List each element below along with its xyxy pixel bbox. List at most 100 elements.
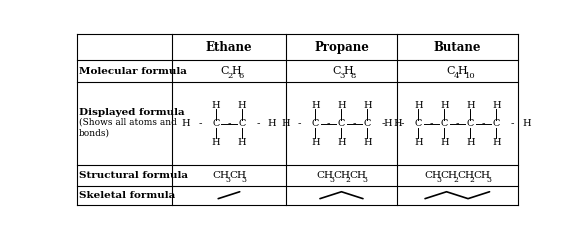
Text: |: | xyxy=(495,110,498,120)
Text: |: | xyxy=(469,128,472,138)
Text: -: - xyxy=(256,119,260,128)
Text: 8: 8 xyxy=(351,72,356,80)
Text: C: C xyxy=(212,119,220,128)
Text: |: | xyxy=(469,110,472,120)
Text: H: H xyxy=(181,119,190,128)
Text: CH: CH xyxy=(457,171,475,180)
Text: -: - xyxy=(429,119,433,128)
Text: H: H xyxy=(344,66,354,76)
Text: |: | xyxy=(417,110,420,120)
Text: H: H xyxy=(458,66,467,76)
Text: C: C xyxy=(492,119,500,128)
Text: CH: CH xyxy=(229,171,246,180)
Text: C: C xyxy=(440,119,448,128)
Text: H: H xyxy=(363,101,372,110)
Text: 3: 3 xyxy=(487,176,491,184)
Text: H: H xyxy=(311,101,320,110)
Text: H: H xyxy=(268,119,276,128)
Text: CH: CH xyxy=(333,171,350,180)
Text: Displayed formula: Displayed formula xyxy=(79,109,184,118)
Text: H: H xyxy=(337,138,346,147)
Text: 3: 3 xyxy=(225,176,230,184)
Text: 6: 6 xyxy=(238,72,243,80)
Text: |: | xyxy=(240,110,243,120)
Text: |: | xyxy=(314,110,317,120)
Text: C: C xyxy=(466,119,474,128)
Text: |: | xyxy=(314,128,317,138)
Text: H: H xyxy=(414,101,423,110)
Text: H: H xyxy=(281,119,290,128)
Text: C: C xyxy=(446,66,455,76)
Text: |: | xyxy=(214,110,217,120)
Text: H: H xyxy=(384,119,392,128)
Text: 3: 3 xyxy=(329,176,334,184)
Text: |: | xyxy=(340,128,343,138)
Text: C: C xyxy=(332,66,341,76)
Text: H: H xyxy=(212,101,220,110)
Text: 2: 2 xyxy=(346,176,351,184)
Text: 3: 3 xyxy=(362,176,367,184)
Text: CH: CH xyxy=(474,171,491,180)
Text: C: C xyxy=(414,119,422,128)
Text: -: - xyxy=(455,119,459,128)
Text: Propane: Propane xyxy=(314,41,369,54)
Text: |: | xyxy=(340,110,343,120)
Text: H: H xyxy=(231,66,241,76)
Text: |: | xyxy=(214,128,217,138)
Text: |: | xyxy=(495,128,498,138)
Text: CH: CH xyxy=(424,171,441,180)
Text: H: H xyxy=(337,101,346,110)
Text: 2: 2 xyxy=(453,176,458,184)
Text: (Shows all atoms and
bonds): (Shows all atoms and bonds) xyxy=(79,118,177,137)
Text: H: H xyxy=(466,101,475,110)
Text: C: C xyxy=(220,66,228,76)
Text: Molecular formula: Molecular formula xyxy=(79,67,187,76)
Text: |: | xyxy=(366,110,369,120)
Text: H: H xyxy=(414,138,423,147)
Text: CH: CH xyxy=(350,171,367,180)
Text: CH: CH xyxy=(440,171,458,180)
Text: H: H xyxy=(238,101,246,110)
Text: 2: 2 xyxy=(470,176,475,184)
Text: Butane: Butane xyxy=(434,41,481,54)
Text: -: - xyxy=(198,119,202,128)
Text: -: - xyxy=(327,119,330,128)
Text: H: H xyxy=(440,101,449,110)
Text: |: | xyxy=(443,110,446,120)
Text: -: - xyxy=(401,119,404,128)
Text: H: H xyxy=(212,138,220,147)
Text: H: H xyxy=(393,119,402,128)
Text: H: H xyxy=(466,138,475,147)
Text: C: C xyxy=(238,119,246,128)
Text: Skeletal formula: Skeletal formula xyxy=(79,191,175,200)
Text: 4: 4 xyxy=(454,72,459,80)
Text: 3: 3 xyxy=(340,72,345,80)
Text: C: C xyxy=(364,119,371,128)
Text: Ethane: Ethane xyxy=(206,41,252,54)
Text: 3: 3 xyxy=(437,176,442,184)
Text: CH: CH xyxy=(212,171,229,180)
Text: H: H xyxy=(363,138,372,147)
Text: -: - xyxy=(298,119,301,128)
Text: |: | xyxy=(240,128,243,138)
Text: |: | xyxy=(366,128,369,138)
Text: H: H xyxy=(311,138,320,147)
Text: CH: CH xyxy=(317,171,334,180)
Text: 10: 10 xyxy=(465,72,475,80)
Text: -: - xyxy=(510,119,514,128)
Text: 3: 3 xyxy=(242,176,246,184)
Text: -: - xyxy=(381,119,385,128)
Text: 2: 2 xyxy=(227,72,232,80)
Text: H: H xyxy=(492,138,501,147)
Text: C: C xyxy=(338,119,345,128)
Text: -: - xyxy=(227,119,231,128)
Text: C: C xyxy=(312,119,319,128)
Text: -: - xyxy=(353,119,356,128)
Text: -: - xyxy=(481,119,485,128)
Text: |: | xyxy=(443,128,446,138)
Text: Structural formula: Structural formula xyxy=(79,171,188,180)
Text: H: H xyxy=(238,138,246,147)
Text: H: H xyxy=(522,119,531,128)
Text: H: H xyxy=(492,101,501,110)
Text: |: | xyxy=(417,128,420,138)
